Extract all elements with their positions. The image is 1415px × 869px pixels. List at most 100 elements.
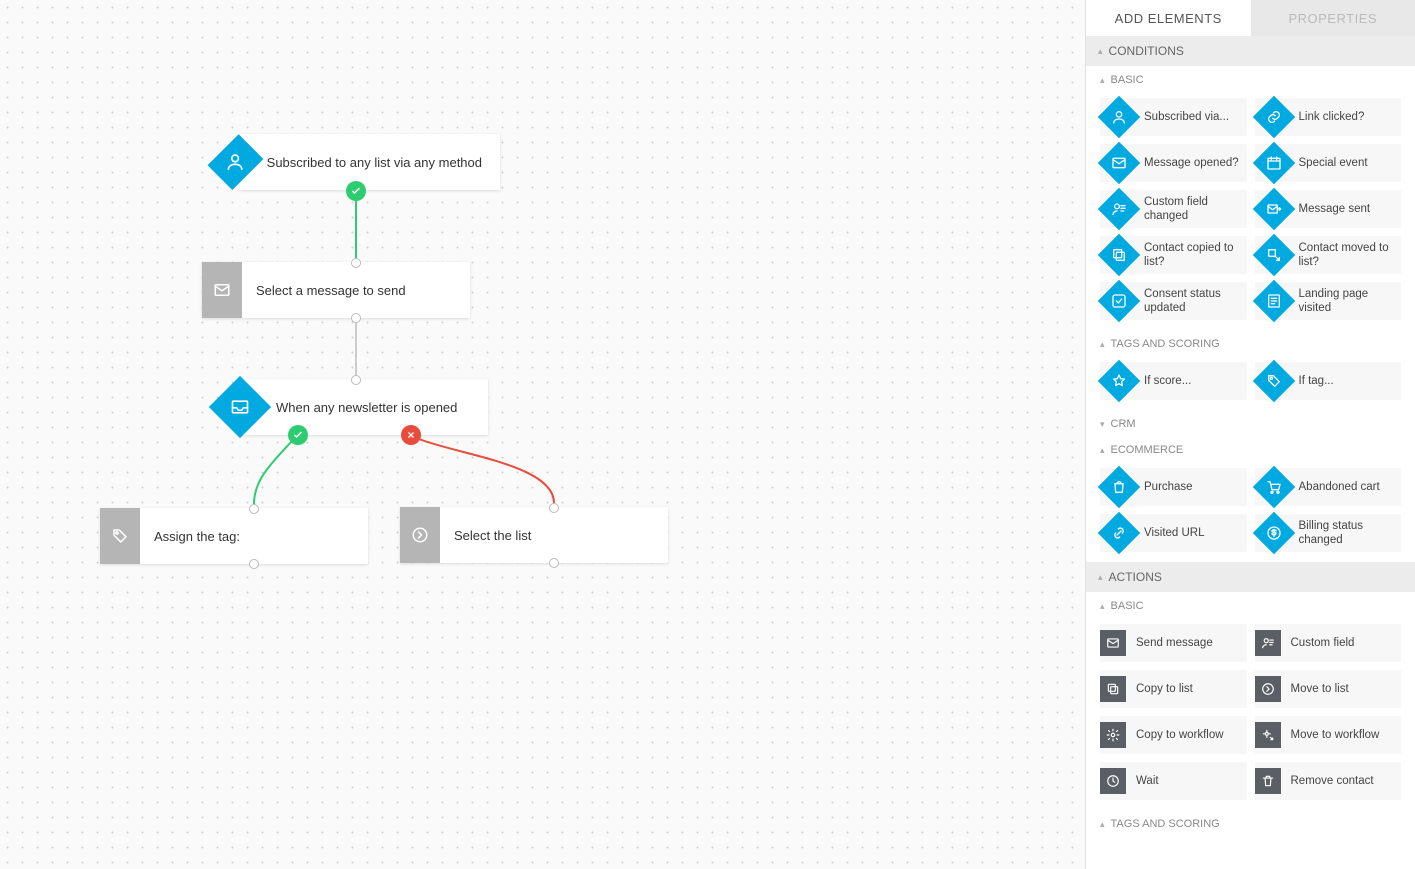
subsection-header[interactable]: ▴BASIC (1086, 592, 1415, 618)
element-label: Message opened? (1134, 152, 1245, 174)
workflow-node-n1[interactable]: Subscribed to any list via any method (240, 134, 500, 190)
clock-icon (1100, 768, 1126, 794)
element-card[interactable]: Send message (1100, 624, 1247, 662)
sidebar: ADD ELEMENTS PROPERTIES ▴CONDITIONS▴BASI… (1085, 0, 1415, 869)
star-icon (1098, 360, 1140, 402)
tab-properties[interactable]: PROPERTIES (1251, 0, 1415, 36)
element-label: Landing page visited (1289, 283, 1402, 320)
connector-dot[interactable] (351, 375, 361, 385)
node-label: Select the list (440, 528, 549, 543)
cross-icon (401, 425, 421, 445)
subsection-header[interactable]: ▴TAGS AND SCORING (1086, 810, 1415, 836)
connector-dot[interactable] (351, 313, 361, 323)
element-card[interactable]: Copy to list (1100, 670, 1247, 708)
arrow-icon (400, 507, 440, 563)
cart-icon (1252, 466, 1294, 508)
node-label: Subscribed to any list via any method (253, 155, 500, 170)
element-label: Consent status updated (1134, 283, 1247, 320)
element-label: Billing status changed (1289, 515, 1402, 552)
node-label: Select a message to send (242, 283, 424, 298)
connector-dot[interactable] (249, 504, 259, 514)
chevron-up-icon: ▴ (1100, 601, 1105, 612)
workflow-node-n2[interactable]: Select a message to send (202, 262, 470, 318)
element-label: Visited URL (1134, 522, 1211, 544)
arrow-icon (1255, 676, 1281, 702)
element-label: Abandoned cart (1289, 476, 1386, 498)
element-card[interactable]: Move to workflow (1255, 716, 1402, 754)
element-label: Contact copied to list? (1134, 237, 1247, 274)
gear-icon (1100, 722, 1126, 748)
user-icon (1098, 96, 1140, 138)
element-label: Copy to list (1126, 678, 1199, 700)
trash-icon (1255, 768, 1281, 794)
node-label: When any newsletter is opened (262, 400, 475, 415)
element-card[interactable]: Consent status updated (1100, 282, 1247, 320)
link-icon (1252, 96, 1294, 138)
chevron-up-icon: ▴ (1100, 819, 1105, 830)
workflow-node-n4[interactable]: Assign the tag: (100, 508, 368, 564)
subsection-header[interactable]: ▾CRM (1086, 410, 1415, 436)
element-card[interactable]: Custom field changed (1100, 190, 1247, 228)
element-card[interactable]: Message opened? (1100, 144, 1247, 182)
element-card[interactable]: Billing status changed (1255, 514, 1402, 552)
element-label: Link clicked? (1289, 106, 1371, 128)
userset-icon (1255, 630, 1281, 656)
connector-dot[interactable] (549, 558, 559, 568)
section-header[interactable]: ▴ACTIONS (1086, 562, 1415, 592)
workflow-node-n5[interactable]: Select the list (400, 507, 668, 563)
mailout-icon (1252, 188, 1294, 230)
connector-dot[interactable] (249, 559, 259, 569)
inbox-icon (209, 376, 271, 438)
element-label: Move to workflow (1281, 724, 1386, 746)
element-card[interactable]: Contact copied to list? (1100, 236, 1247, 274)
element-label: If tag... (1289, 370, 1340, 392)
element-card[interactable]: Link clicked? (1255, 98, 1402, 136)
element-card[interactable]: Landing page visited (1255, 282, 1402, 320)
element-card[interactable]: Abandoned cart (1255, 468, 1402, 506)
element-label: Custom field (1281, 632, 1361, 654)
element-label: Message sent (1289, 198, 1377, 220)
element-card[interactable]: Subscribed via... (1100, 98, 1247, 136)
connector-dot[interactable] (549, 503, 559, 513)
element-card[interactable]: Purchase (1100, 468, 1247, 506)
element-label: Special event (1289, 152, 1374, 174)
element-label: Move to list (1281, 678, 1355, 700)
linkv-icon (1098, 512, 1140, 554)
check-icon (288, 425, 308, 445)
element-card[interactable]: Copy to workflow (1100, 716, 1247, 754)
workflow-canvas[interactable]: Subscribed to any list via any method Se… (0, 0, 1085, 869)
section-header[interactable]: ▴CONDITIONS (1086, 36, 1415, 66)
cal-icon (1252, 142, 1294, 184)
element-card[interactable]: Visited URL (1100, 514, 1247, 552)
element-card[interactable]: If tag... (1255, 362, 1402, 400)
element-label: Remove contact (1281, 770, 1380, 792)
gearmv-icon (1255, 722, 1281, 748)
element-card[interactable]: Remove contact (1255, 762, 1402, 800)
chevron-down-icon: ▾ (1100, 419, 1105, 430)
tab-add-elements[interactable]: ADD ELEMENTS (1086, 0, 1251, 36)
sidebar-tabs: ADD ELEMENTS PROPERTIES (1086, 0, 1415, 36)
element-label: Wait (1126, 770, 1165, 792)
check-icon (346, 181, 366, 201)
chevron-up-icon: ▴ (1098, 46, 1103, 57)
connector-dot[interactable] (351, 258, 361, 268)
subsection-header[interactable]: ▴BASIC (1086, 66, 1415, 92)
element-card[interactable]: Custom field (1255, 624, 1402, 662)
workflow-node-n3[interactable]: When any newsletter is opened (240, 379, 488, 435)
element-card[interactable]: Message sent (1255, 190, 1402, 228)
element-card[interactable]: Wait (1100, 762, 1247, 800)
element-card[interactable]: If score... (1100, 362, 1247, 400)
copy-icon (1100, 676, 1126, 702)
element-label: Send message (1126, 632, 1219, 654)
element-label: Contact moved to list? (1289, 237, 1402, 274)
user-icon (208, 134, 264, 190)
element-label: Copy to workflow (1126, 724, 1230, 746)
chevron-up-icon: ▴ (1100, 75, 1105, 86)
subsection-header[interactable]: ▴ECOMMERCE (1086, 436, 1415, 462)
element-card[interactable]: Move to list (1255, 670, 1402, 708)
node-label: Assign the tag: (140, 529, 258, 544)
element-label: Purchase (1134, 476, 1199, 498)
element-card[interactable]: Contact moved to list? (1255, 236, 1402, 274)
element-card[interactable]: Special event (1255, 144, 1402, 182)
subsection-header[interactable]: ▴TAGS AND SCORING (1086, 330, 1415, 356)
